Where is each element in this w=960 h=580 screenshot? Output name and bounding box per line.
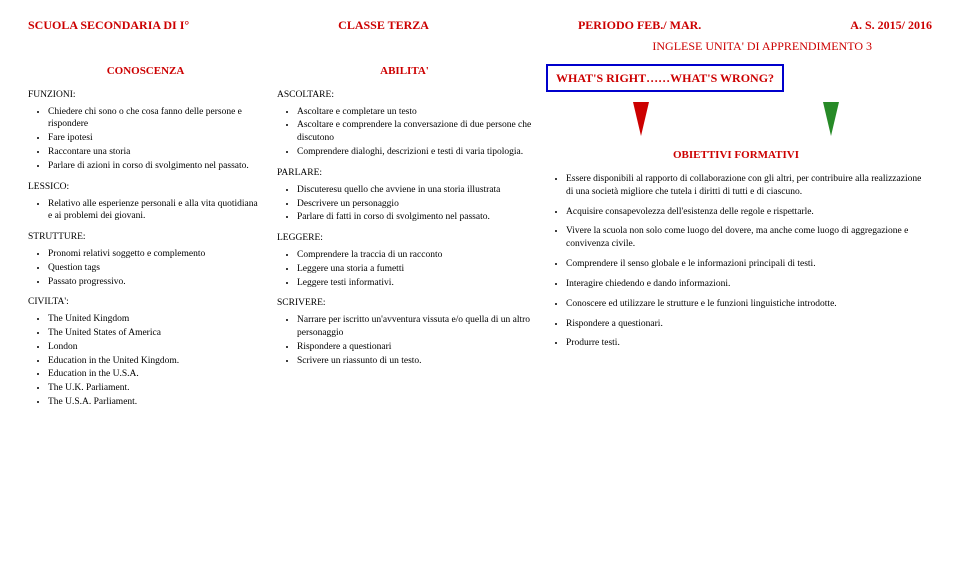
list-item: Education in the United Kingdom. [48,355,263,368]
list-item: Leggere una storia a fumetti [297,263,532,276]
col2-title: ABILITA' [277,64,532,79]
leggere-label: LEGGERE: [277,232,532,245]
list-item: Leggere testi informativi. [297,277,532,290]
list-item: Rispondere a questionari. [566,318,926,331]
list-item: Ascoltare e comprendere la conversazione… [297,119,532,145]
list-item: Scrivere un riassunto di un testo. [297,355,532,368]
list-item: The United Kingdom [48,313,263,326]
list-item: Question tags [48,262,263,275]
strutture-label: STRUTTURE: [28,231,263,244]
list-item: The United States of America [48,327,263,340]
header-row: SCUOLA SECONDARIA DI I° CLASSE TERZA PER… [28,18,932,33]
list-item: Conoscere ed utilizzare le strutture e l… [566,298,926,311]
ascoltare-label: ASCOLTARE: [277,89,532,102]
col-conoscenza: CONOSCENZA FUNZIONI: Chiedere chi sono o… [28,64,263,415]
arrow-down-icon [823,102,839,136]
list-item: Narrare per iscritto un'avventura vissut… [297,314,532,340]
header-left: SCUOLA SECONDARIA DI I° [28,18,189,33]
list-item: Raccontare una storia [48,146,263,159]
list-item: Comprendere dialoghi, descrizioni e test… [297,146,532,159]
list-item: Descrivere un personaggio [297,198,532,211]
parlare-list: Discuteresu quello che avviene in una st… [277,184,532,224]
objectives-title: OBIETTIVI FORMATIVI [546,148,926,163]
lessico-list: Relativo alle esperienze personali e all… [28,198,263,224]
list-item: Relativo alle esperienze personali e all… [48,198,263,224]
scrivere-label: SCRIVERE: [277,297,532,310]
header-sub: INGLESE UNITA' DI APPRENDIMENTO 3 [28,39,872,54]
list-item: Discuteresu quello che avviene in una st… [297,184,532,197]
leggere-list: Comprendere la traccia di un racconto Le… [277,249,532,289]
arrow-row [546,102,926,142]
scrivere-list: Narrare per iscritto un'avventura vissut… [277,314,532,367]
list-item: Parlare di fatti in corso di svolgimento… [297,211,532,224]
list-item: Comprendere la traccia di un racconto [297,249,532,262]
list-item: Interagire chiedendo e dando informazion… [566,278,926,291]
arrow-down-icon [633,102,649,136]
civilta-list: The United Kingdom The United States of … [28,313,263,409]
list-item: Fare ipotesi [48,132,263,145]
objectives-list: Essere disponibili al rapporto di collab… [546,173,926,350]
list-item: The U.K. Parliament. [48,382,263,395]
list-item: Rispondere a questionari [297,341,532,354]
list-item: Acquisire consapevolezza dell'esistenza … [566,206,926,219]
lessico-label: LESSICO: [28,181,263,194]
list-item: Comprendere il senso globale e le inform… [566,258,926,271]
header-right1: PERIODO FEB./ MAR. [578,18,701,33]
list-item: The U.S.A. Parliament. [48,396,263,409]
header-right2: A. S. 2015/ 2016 [850,18,932,33]
col-obiettivi: WHAT'S RIGHT……WHAT'S WRONG? OBIETTIVI FO… [546,64,926,415]
topic-box: WHAT'S RIGHT……WHAT'S WRONG? [546,64,784,92]
list-item: Education in the U.S.A. [48,368,263,381]
list-item: Passato progressivo. [48,276,263,289]
list-item: Chiedere chi sono o che cosa fanno delle… [48,106,263,132]
col-abilita: ABILITA' ASCOLTARE: Ascoltare e completa… [277,64,532,415]
parlare-label: PARLARE: [277,167,532,180]
list-item: Parlare di azioni in corso di svolgiment… [48,160,263,173]
list-item: Vivere la scuola non solo come luogo del… [566,225,926,251]
funzioni-list: Chiedere chi sono o che cosa fanno delle… [28,106,263,173]
list-item: Ascoltare e completare un testo [297,106,532,119]
col1-title: CONOSCENZA [28,64,263,79]
ascoltare-list: Ascoltare e completare un testo Ascoltar… [277,106,532,159]
civilta-label: CIVILTA': [28,296,263,309]
list-item: Pronomi relativi soggetto e complemento [48,248,263,261]
columns: CONOSCENZA FUNZIONI: Chiedere chi sono o… [28,64,932,415]
strutture-list: Pronomi relativi soggetto e complemento … [28,248,263,288]
list-item: London [48,341,263,354]
header-center: CLASSE TERZA [338,18,429,33]
list-item: Essere disponibili al rapporto di collab… [566,173,926,199]
list-item: Produrre testi. [566,337,926,350]
funzioni-label: FUNZIONI: [28,89,263,102]
